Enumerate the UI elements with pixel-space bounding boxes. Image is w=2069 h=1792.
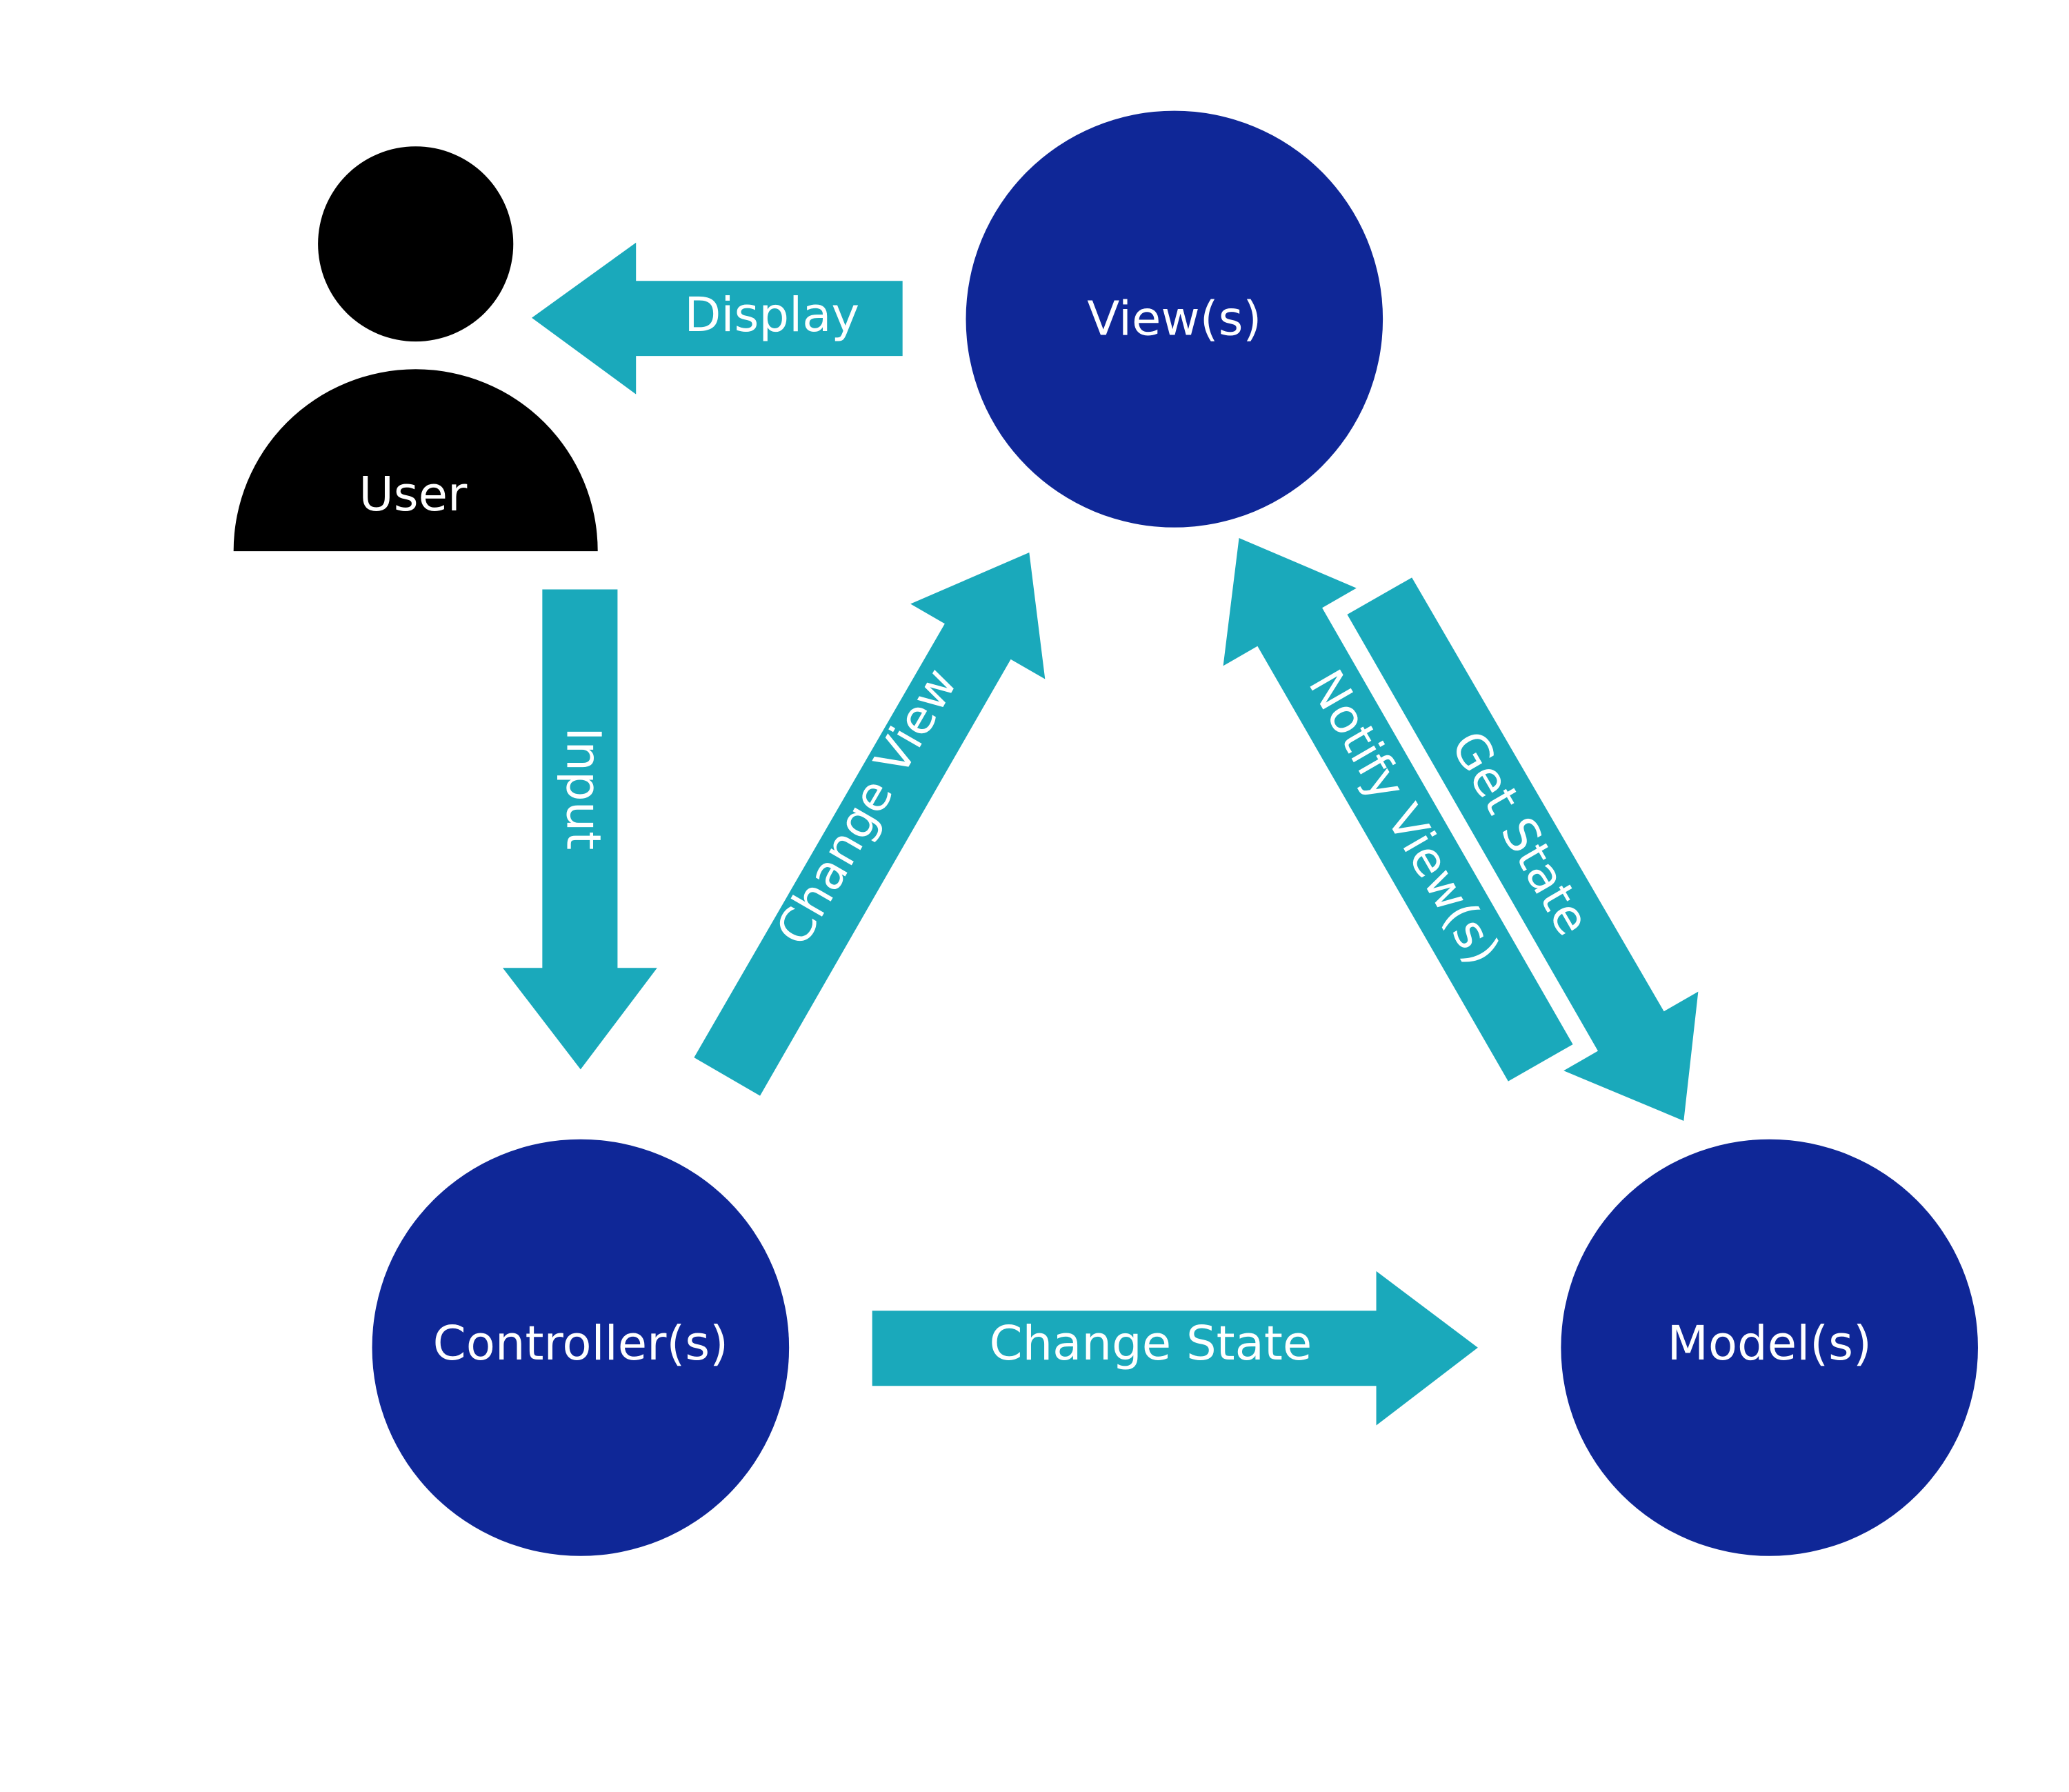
models-node: Model(s) xyxy=(1561,1139,1978,1556)
user-body xyxy=(233,369,598,552)
user-label: User xyxy=(359,467,468,522)
controllers-node: Controller(s) xyxy=(372,1139,790,1556)
user-head xyxy=(318,146,514,342)
change-state-label: Change State xyxy=(989,1316,1312,1371)
change-view-label: Change View xyxy=(766,659,968,955)
display-arrow: Display xyxy=(532,242,903,395)
display-label: Display xyxy=(684,288,859,343)
input-label: Input xyxy=(556,727,611,850)
user-icon: User xyxy=(233,146,598,552)
change-view-arrow: Change View xyxy=(694,552,1046,1096)
views-node: View(s) xyxy=(966,110,1383,528)
change-state-arrow: Change State xyxy=(872,1271,1478,1426)
input-arrow: Input xyxy=(502,589,657,1070)
views-label: View(s) xyxy=(1087,292,1261,347)
controllers-label: Controller(s) xyxy=(433,1316,728,1371)
models-label: Model(s) xyxy=(1668,1316,1872,1371)
